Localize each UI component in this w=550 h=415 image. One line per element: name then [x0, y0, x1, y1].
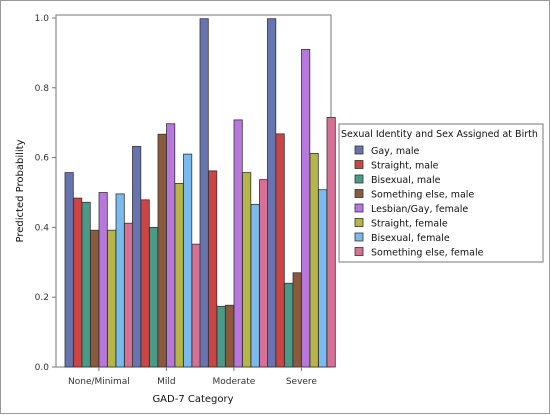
bar — [183, 153, 193, 368]
bar — [242, 172, 252, 368]
bar — [292, 272, 302, 368]
bar — [64, 172, 74, 368]
y-axis-label: Predicted Probability — [15, 139, 26, 242]
bars — [64, 18, 336, 368]
legend-swatch — [354, 232, 364, 242]
y-tick-label: 0.4 — [35, 223, 50, 233]
bar — [98, 192, 108, 368]
bar — [301, 49, 311, 368]
legend-label: Straight, male — [371, 161, 439, 172]
bar — [174, 183, 184, 368]
y-tick-label: 0.6 — [35, 154, 50, 164]
bar — [191, 243, 201, 368]
bar — [275, 133, 285, 368]
x-tick-label: Mild — [157, 377, 175, 387]
bar — [157, 133, 167, 368]
legend-label: Lesbian/Gay, female — [371, 204, 468, 215]
legend: Sexual Identity and Sex Assigned at Birt… — [338, 123, 544, 263]
bar — [115, 193, 125, 368]
bar — [216, 305, 226, 368]
legend-label: Something else, female — [371, 248, 484, 259]
bar — [140, 199, 150, 368]
bar — [199, 18, 209, 368]
bar — [233, 119, 243, 368]
x-tick-label: None/Minimal — [68, 377, 130, 387]
legend-label: Gay, male — [371, 146, 420, 157]
bar — [250, 203, 260, 368]
legend-label: Straight, female — [371, 219, 448, 230]
legend-swatch — [354, 247, 364, 256]
bar — [149, 226, 159, 368]
x-tick-label: Moderate — [212, 377, 255, 387]
bar — [267, 18, 277, 368]
x-axis-ticks: None/Minimal Mild Moderate Severe — [68, 367, 317, 387]
legend-label: Bisexual, female — [371, 233, 450, 244]
bar — [259, 179, 269, 368]
bar — [81, 201, 91, 368]
bar — [107, 229, 117, 368]
legend-swatch — [354, 203, 364, 213]
bar — [73, 197, 83, 368]
bar — [309, 153, 319, 368]
legend-swatch — [354, 218, 364, 227]
bar — [318, 189, 328, 368]
legend-label: Bisexual, male — [371, 175, 441, 186]
legend-swatch — [354, 145, 364, 155]
y-tick-label: 0.8 — [35, 84, 50, 94]
y-axis-ticks: 0.0 0.2 0.4 0.6 0.8 1.0 — [35, 14, 56, 373]
bar — [124, 222, 134, 368]
legend-swatch — [354, 160, 364, 169]
bar — [90, 229, 100, 368]
y-tick-label: 1.0 — [35, 14, 50, 24]
legend-label: Something else, male — [371, 190, 474, 201]
bar — [284, 282, 294, 368]
bar — [166, 123, 176, 368]
legend-swatch — [354, 189, 364, 198]
bar — [208, 170, 218, 368]
y-tick-label: 0.0 — [35, 363, 50, 373]
x-axis-label: GAD-7 Category — [152, 394, 233, 405]
legend-swatch — [354, 174, 364, 184]
x-tick-label: Severe — [286, 377, 318, 387]
bar — [132, 146, 142, 368]
y-tick-label: 0.2 — [35, 293, 49, 303]
legend-title: Sexual Identity and Sex Assigned at Birt… — [341, 129, 538, 140]
bar — [225, 304, 235, 368]
legend-items: Gay, male Straight, male Bisexual, male Som… — [354, 145, 484, 259]
bar — [326, 117, 336, 368]
legend-box — [338, 123, 544, 263]
